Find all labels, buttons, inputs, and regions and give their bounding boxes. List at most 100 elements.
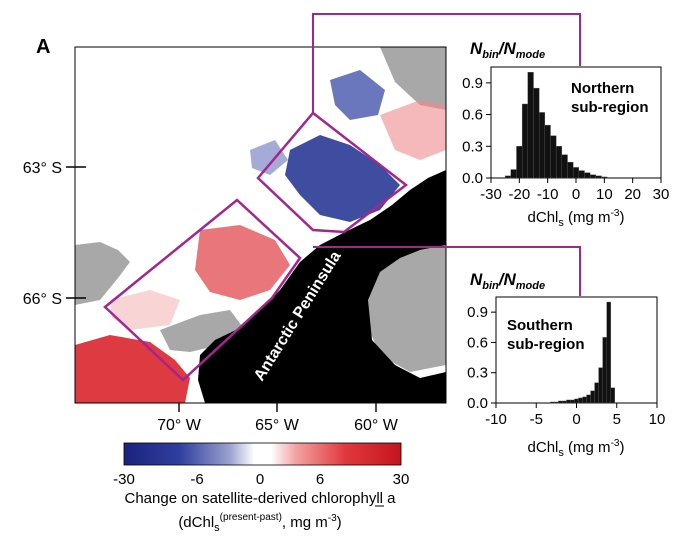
x-tick-label: 10 (649, 411, 666, 428)
histogram-bar (578, 397, 583, 404)
histogram-bar (521, 103, 529, 179)
northern-subregion-outline (256, 111, 409, 234)
histogram-bar (510, 169, 517, 179)
hist-south-yticks: 0.0 0.3 0.6 0.9 (467, 304, 496, 412)
x-tick-label: -20 (508, 186, 530, 203)
histogram-bar (527, 72, 534, 179)
x-tick-label: -30 (480, 186, 502, 203)
histogram-bar (590, 390, 595, 404)
histogram-bar (586, 394, 591, 404)
hist-north-ylabel: Nbin/Nmode (470, 39, 545, 61)
histogram-bar (561, 154, 568, 179)
no-data-area-northeast (380, 47, 446, 110)
increase-area-north (380, 100, 446, 160)
southern-subregion-outline (103, 198, 302, 382)
histogram-bar (533, 87, 540, 179)
southern-callout-line (313, 246, 581, 296)
hist-south-xticks: -10 -5 0 5 10 (485, 403, 665, 428)
hist-north-title-line1: Northern (571, 80, 634, 97)
hist-south-title-line1: Southern (507, 317, 573, 334)
hist-north-bars (504, 72, 608, 179)
histogram-bar (606, 301, 611, 404)
histogram-bar (602, 337, 607, 404)
colorbar-tick-neg30: -30 (113, 471, 135, 488)
hist-south-ylabel: Nbin/Nmode (470, 270, 545, 292)
y-tick-label: 0.3 (467, 365, 488, 382)
decrease-area-north (285, 135, 400, 222)
no-data-area-east (360, 245, 446, 372)
y-tick-label: 0.3 (462, 138, 483, 155)
hist-south-bars (550, 301, 615, 404)
hist-north-xticks: -30 -20 -10 0 10 20 30 (480, 178, 669, 203)
colorbar-caption-line2: (dChls(present-past), mg m-3) (178, 512, 341, 534)
histogram-southern: Nbin/Nmode 0.0 0.3 0.6 0.9 -10 -5 0 5 10 Southe… (467, 270, 665, 459)
antarctic-peninsula-land (198, 170, 446, 403)
lat-tick-66s: 66° S (23, 291, 62, 308)
histogram-bar (598, 367, 603, 404)
increase-area-south (75, 335, 190, 403)
northern-callout-line (312, 13, 581, 113)
histogram-bar (610, 387, 615, 404)
colorbar-tick-30: 30 (393, 471, 410, 488)
histogram-bar (550, 135, 557, 179)
histogram-bar (516, 146, 523, 179)
colorbar-tick-6: 6 (316, 471, 324, 488)
panel-label: A (36, 36, 50, 58)
hist-south-title-line2: sub-region (507, 336, 585, 353)
histogram-bar (554, 401, 559, 404)
hist-north-yticks: 0.0 0.3 0.6 0.9 (462, 75, 491, 187)
histogram-bar (538, 112, 546, 179)
increase-area-light (110, 290, 180, 330)
histogram-bar (566, 399, 571, 404)
hist-north-title-line2: sub-region (571, 99, 649, 116)
colorbar-caption-line1: Change on satellite-derived chlorophyll … (125, 490, 397, 507)
lon-tick-65w: 65° W (255, 417, 300, 434)
histogram-bar (601, 176, 608, 179)
decrease-area-top (330, 70, 385, 120)
no-data-area-west (75, 242, 130, 305)
x-tick-label: 0 (572, 411, 580, 428)
x-tick-label: 20 (624, 186, 641, 203)
y-tick-label: 0.9 (467, 304, 488, 321)
histogram-bar (578, 170, 585, 179)
histogram-bar (567, 161, 574, 179)
histogram-bar (572, 167, 580, 179)
y-tick-label: 0.6 (462, 107, 483, 124)
y-tick-label: 0.0 (467, 395, 488, 412)
histogram-bar (584, 172, 591, 179)
lat-tick-63s: 63° S (23, 160, 62, 177)
histogram-bar (574, 398, 579, 404)
colorbar-gradient (123, 442, 402, 466)
histogram-bar (504, 175, 512, 179)
map-frame (74, 46, 447, 404)
decrease-area-mid (250, 140, 288, 175)
x-tick-label: 10 (596, 186, 613, 203)
longitude-axis: 70° W 65° W 60° W (157, 403, 399, 434)
histogram-bar (558, 400, 563, 404)
x-tick-label: -10 (485, 411, 507, 428)
histogram-bar (594, 382, 599, 404)
increase-area-shelf (195, 225, 290, 300)
lon-tick-60w: 60° W (354, 417, 399, 434)
y-tick-label: 0.9 (462, 75, 483, 92)
histogram-bar (595, 175, 602, 179)
y-tick-label: 0.0 (462, 170, 483, 187)
colorbar-tick-0: 0 (256, 471, 264, 488)
map: Antarctic Peninsula (74, 13, 581, 404)
histogram-bar (550, 401, 555, 404)
histogram-bar (589, 174, 597, 179)
latitude-axis: 63° S 66° S (23, 160, 86, 308)
histogram-bar (562, 400, 567, 404)
x-tick-label: -10 (537, 186, 559, 203)
colorbar-tick-neg6: -6 (190, 471, 203, 488)
hist-south-xlabel: dChls (mg m-3) (528, 438, 625, 459)
x-tick-label: 0 (572, 186, 580, 203)
x-tick-label: -5 (530, 411, 543, 428)
x-tick-label: 5 (613, 411, 621, 428)
colorbar: -30 -6 0 6 30 Change on satellite-derive… (113, 442, 410, 534)
histogram-northern: Nbin/Nmode 0.0 0.3 0.6 0.9 -30 -20 -10 0 10 20 30… (462, 39, 669, 229)
histogram-bar (570, 399, 575, 404)
histogram-bar (555, 146, 563, 179)
hist-south-frame (495, 296, 658, 404)
